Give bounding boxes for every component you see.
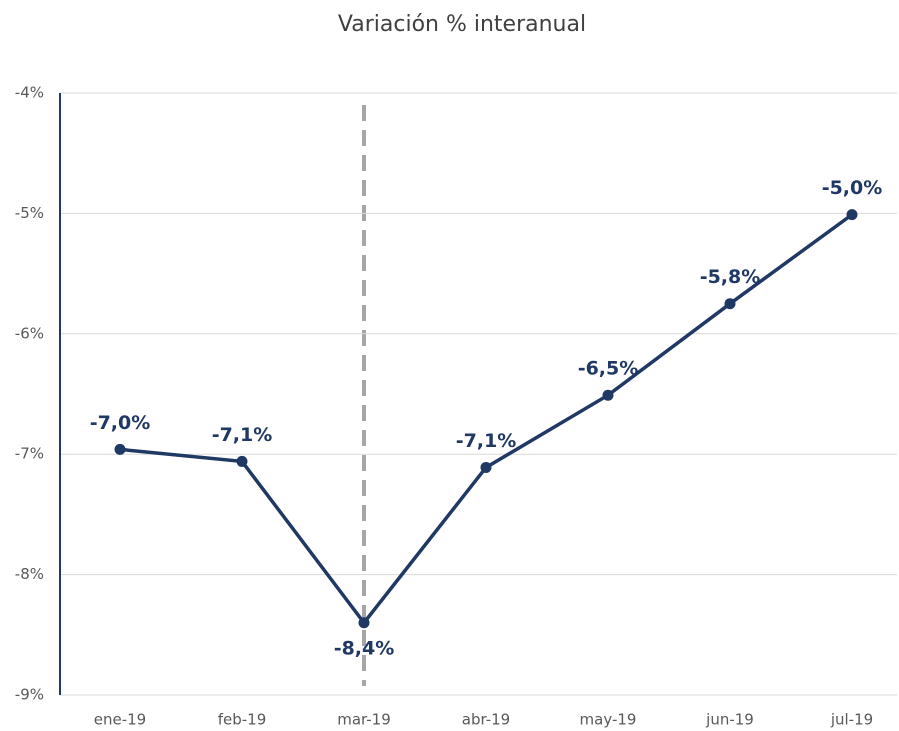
y-tick-label: -6% [15, 324, 44, 342]
y-tick-label: -5% [15, 204, 44, 222]
data-label: -7,0% [90, 412, 151, 434]
data-label: -8,4% [334, 637, 395, 659]
chart-title: Variación % interanual [338, 12, 586, 37]
data-label: -7,1% [212, 424, 273, 446]
x-tick-label: abr-19 [462, 711, 510, 729]
point [236, 455, 248, 467]
data-label: -5,8% [700, 266, 761, 288]
x-tick-label: feb-19 [218, 711, 267, 729]
y-tick-label: -8% [15, 565, 44, 583]
data-label: -6,5% [578, 358, 639, 380]
point [602, 389, 614, 401]
x-tick-label: ene-19 [94, 711, 146, 729]
y-tick-label: -7% [15, 445, 44, 463]
point [724, 298, 736, 310]
point [358, 617, 370, 629]
point [480, 461, 492, 473]
y-tick-label: -9% [15, 686, 44, 704]
y-tick-label: -4% [15, 84, 44, 102]
point [114, 443, 126, 455]
data-label: -7,1% [456, 430, 517, 452]
x-tick-label: jul-19 [830, 711, 873, 729]
data-label: -5,0% [822, 177, 883, 199]
x-tick-label: mar-19 [337, 711, 391, 729]
point [846, 209, 858, 221]
x-tick-label: may-19 [580, 711, 637, 729]
x-tick-label: jun-19 [705, 711, 754, 729]
